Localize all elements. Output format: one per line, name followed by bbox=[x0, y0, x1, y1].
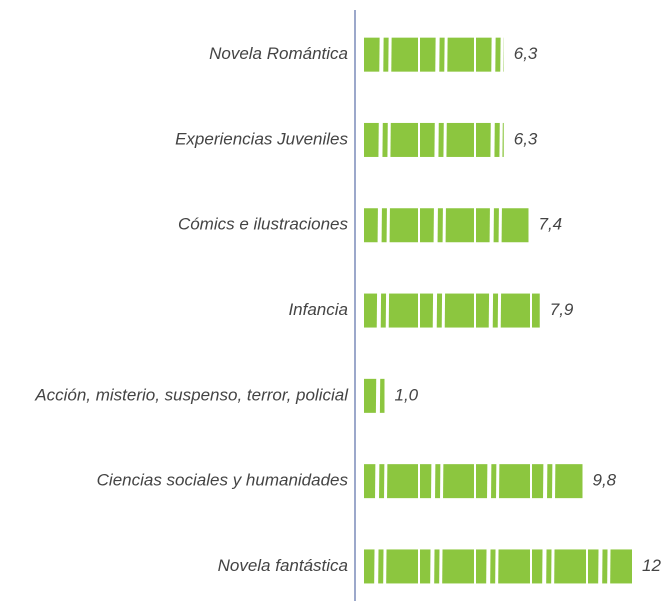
category-label: Acción, misterio, suspenso, terror, poli… bbox=[34, 385, 349, 404]
value-label: 1,0 bbox=[395, 385, 419, 404]
bar bbox=[362, 549, 632, 584]
value-label: 12 bbox=[642, 556, 661, 575]
value-label: 9,8 bbox=[593, 471, 617, 490]
bar bbox=[362, 464, 583, 499]
category-label: Ciencias sociales y humanidades bbox=[97, 471, 349, 490]
category-label: Experiencias Juveniles bbox=[175, 129, 348, 148]
value-label: 6,3 bbox=[514, 129, 538, 148]
category-label: Infancia bbox=[288, 300, 348, 319]
bar bbox=[362, 378, 385, 413]
category-label: Cómics e ilustraciones bbox=[178, 215, 349, 234]
bar bbox=[362, 208, 529, 243]
value-label: 7,9 bbox=[550, 300, 574, 319]
bar bbox=[362, 37, 504, 72]
bar bbox=[362, 293, 540, 328]
value-label: 6,3 bbox=[514, 44, 538, 63]
bar bbox=[362, 122, 504, 157]
value-label: 7,4 bbox=[539, 215, 563, 234]
category-label: Novela fantástica bbox=[218, 556, 348, 575]
category-label: Novela Romántica bbox=[209, 44, 348, 63]
